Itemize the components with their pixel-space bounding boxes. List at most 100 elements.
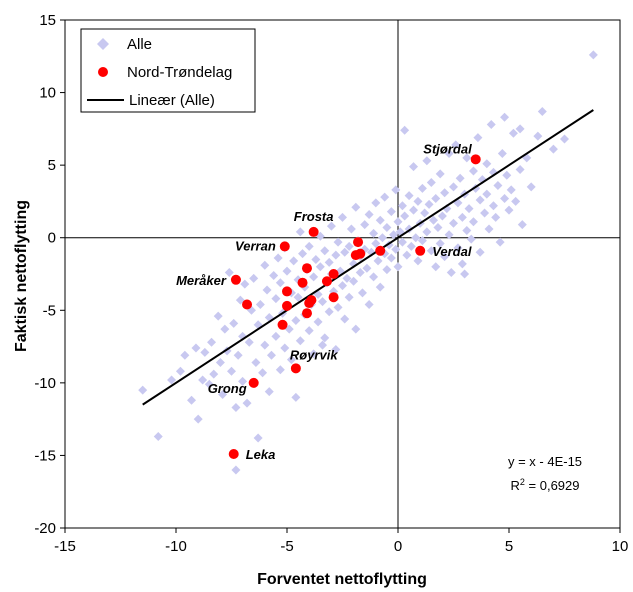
point-alle	[424, 199, 434, 209]
point-alle	[331, 344, 341, 354]
axes	[65, 20, 620, 528]
point-alle	[262, 285, 272, 295]
point-alle	[344, 292, 354, 302]
point-alle	[462, 153, 472, 163]
point-alle	[431, 194, 441, 204]
point-alle	[386, 207, 396, 217]
point-nord-trondelag	[321, 276, 332, 287]
legend-label-alle: Alle	[127, 36, 152, 53]
point-alle	[138, 385, 148, 395]
point-alle	[453, 243, 463, 253]
point-alle	[437, 211, 447, 221]
point-alle	[320, 246, 330, 256]
point-alle	[488, 201, 498, 211]
point-alle	[435, 169, 445, 179]
x-tick-label: -5	[280, 538, 293, 555]
point-alle	[271, 331, 281, 341]
point-alle	[309, 349, 319, 359]
point-alle	[320, 333, 330, 343]
point-alle	[357, 288, 367, 298]
point-alle	[295, 227, 305, 237]
point-alle	[426, 178, 436, 188]
point-alle	[371, 198, 381, 208]
series-alle	[138, 50, 598, 475]
point-alle	[466, 234, 476, 244]
point-alle	[224, 268, 234, 278]
point-alle	[482, 159, 492, 169]
point-alle	[473, 133, 483, 143]
point-alle	[455, 173, 465, 183]
point-alle	[242, 398, 252, 408]
point-nord-trondelag	[230, 274, 241, 285]
point-alle	[369, 272, 379, 282]
point-alle	[517, 220, 527, 230]
point-nord-trondelag	[242, 299, 253, 310]
point-alle	[255, 299, 265, 309]
point-alle	[515, 164, 525, 174]
point-alle	[451, 140, 461, 150]
point-alle	[351, 202, 361, 212]
y-tick-label: 5	[48, 157, 56, 174]
point-alle	[391, 185, 401, 195]
point-nord-trondelag	[248, 377, 259, 388]
point-nord-trondelag	[355, 248, 366, 259]
point-alle	[375, 282, 385, 292]
point-alle	[207, 337, 217, 347]
point-alle	[311, 254, 321, 264]
r2-superscript: 2	[520, 477, 525, 487]
point-alle	[460, 269, 470, 279]
point-alle	[333, 302, 343, 312]
point-alle	[422, 156, 432, 166]
point-alle	[413, 256, 423, 266]
point-alle	[264, 387, 274, 397]
point-alle	[333, 237, 343, 247]
trendline-path	[142, 109, 594, 406]
point-alle	[433, 223, 443, 233]
point-alle	[411, 233, 421, 243]
point-alle	[500, 194, 510, 204]
point-alle	[515, 124, 525, 134]
label-stj-rdal: Stjørdal	[423, 141, 472, 156]
point-alle	[275, 365, 285, 375]
point-alle	[187, 395, 197, 405]
point-alle	[391, 244, 401, 254]
point-alle	[273, 253, 283, 263]
point-alle	[429, 215, 439, 225]
label-r-yrvik: Røyrvik	[290, 347, 338, 362]
point-alle	[324, 307, 334, 317]
point-alle	[402, 250, 412, 260]
point-alle	[526, 182, 536, 192]
point-alle	[295, 336, 305, 346]
point-alle	[258, 368, 268, 378]
point-nord-trondelag	[279, 241, 290, 252]
point-alle	[280, 343, 290, 353]
point-alle	[167, 375, 177, 385]
point-alle	[373, 256, 383, 266]
point-alle	[286, 355, 296, 365]
point-alle	[377, 233, 387, 243]
label-grong: Grong	[208, 381, 247, 396]
point-alle	[213, 311, 223, 321]
point-alle	[355, 268, 365, 278]
point-alle	[413, 196, 423, 206]
x-tick-label: -10	[165, 538, 187, 555]
point-alle	[291, 315, 301, 325]
point-alle	[193, 414, 203, 424]
point-nord-trondelag	[328, 292, 339, 303]
point-alle	[231, 403, 241, 413]
y-tick-label: -5	[43, 302, 56, 319]
point-alle	[251, 358, 261, 368]
point-alle	[351, 324, 361, 334]
point-alle	[504, 205, 514, 215]
label-frosta: Frosta	[294, 209, 334, 224]
point-alle	[382, 265, 392, 275]
point-alle	[209, 369, 219, 379]
point-alle	[198, 375, 208, 385]
point-alle	[180, 350, 190, 360]
r2-prefix: R	[511, 478, 520, 493]
point-alle	[249, 273, 259, 283]
point-alle	[457, 259, 467, 269]
point-alle	[440, 252, 450, 262]
point-nord-trondelag	[415, 245, 426, 256]
point-alle	[468, 166, 478, 176]
